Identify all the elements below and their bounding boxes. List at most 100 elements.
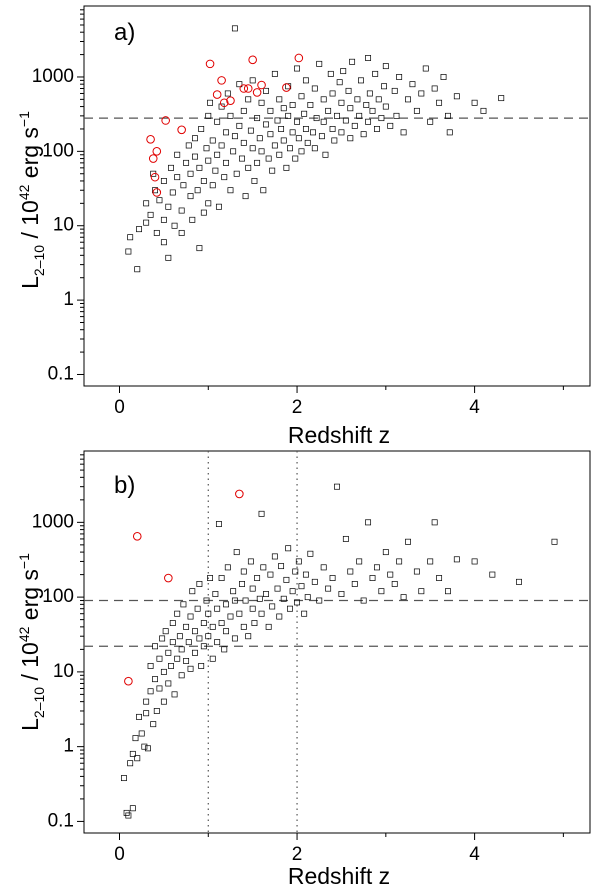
data-point-square: [276, 151, 283, 158]
data-point-square: [223, 601, 229, 608]
data-point-square: [205, 200, 212, 207]
data-point-circle: [239, 84, 249, 93]
data-point-square: [169, 639, 176, 646]
data-point-square: [203, 597, 210, 604]
points-a: [125, 25, 505, 273]
data-point-square: [239, 580, 245, 587]
data-point-square: [200, 643, 207, 650]
data-point-square: [180, 601, 187, 608]
data-point-square: [391, 87, 398, 94]
data-point-square: [174, 610, 181, 617]
data-point-square: [334, 112, 340, 119]
data-point-square: [245, 164, 252, 171]
data-point-square: [382, 549, 389, 556]
data-point-square: [218, 142, 225, 149]
data-point-square: [327, 70, 334, 77]
data-point-square: [198, 663, 205, 669]
data-point-square: [342, 117, 349, 124]
data-point-square: [345, 87, 352, 94]
data-point-square: [351, 580, 358, 587]
data-point-square: [409, 81, 416, 88]
data-point-square: [169, 620, 176, 626]
y-tick-label: 1000: [32, 511, 74, 532]
data-point-square: [212, 167, 219, 174]
data-point-square: [498, 95, 505, 102]
plot-frame-b: [83, 450, 591, 834]
data-point-square: [207, 575, 214, 581]
data-point-square: [214, 639, 221, 646]
data-point-circle: [177, 125, 186, 135]
data-point-square: [240, 623, 247, 630]
data-point-circle: [248, 55, 257, 65]
data-point-square: [471, 558, 478, 565]
data-point-square: [271, 142, 278, 149]
data-point-square: [422, 65, 429, 72]
x-axis-ticks-a: 0 2 4: [114, 386, 564, 418]
y-tick-label: 100: [42, 140, 74, 161]
data-point-square: [265, 155, 272, 162]
data-point-square: [347, 135, 354, 142]
y-label-main-b: L: [17, 718, 43, 731]
x-tick-label: 2: [292, 397, 303, 418]
y-tick-label: 10: [53, 661, 74, 682]
data-point-square: [171, 222, 178, 229]
data-point-square: [418, 90, 425, 97]
data-point-square: [196, 580, 203, 587]
data-point-square: [453, 556, 460, 563]
data-point-square: [271, 70, 278, 77]
x-tick-label: 4: [469, 844, 480, 865]
data-point-square: [159, 635, 166, 642]
data-point-square: [294, 65, 301, 72]
data-point-square: [143, 200, 150, 207]
data-point-square: [265, 623, 272, 630]
data-point-circle: [257, 80, 266, 90]
y-tick-label: 1000: [32, 66, 74, 87]
data-point-circle: [161, 116, 170, 125]
data-point-square: [160, 239, 167, 246]
data-point-square: [205, 112, 212, 119]
data-point-square: [298, 148, 305, 155]
data-point-square: [258, 610, 265, 617]
data-point-square: [365, 55, 372, 61]
data-point-square: [223, 628, 229, 635]
data-point-square: [143, 698, 150, 705]
data-point-square: [245, 96, 252, 103]
data-point-square: [180, 182, 187, 189]
data-point-square: [322, 151, 329, 158]
data-point-square: [358, 77, 364, 84]
data-point-square: [240, 568, 247, 575]
data-point-square: [183, 623, 190, 630]
data-point-square: [160, 216, 167, 223]
data-point-square: [196, 164, 203, 171]
data-point-square: [218, 575, 225, 581]
data-point-square: [298, 93, 305, 100]
data-point-square: [152, 676, 158, 683]
data-point-square: [338, 129, 345, 136]
data-point-square: [331, 137, 338, 144]
data-point-square: [318, 133, 325, 140]
data-point-square: [351, 122, 358, 129]
data-point-circle: [164, 573, 173, 583]
data-point-square: [276, 613, 283, 620]
x-axis-label-a: Redshift z: [288, 422, 390, 448]
data-point-square: [267, 131, 274, 138]
data-point-square: [240, 107, 247, 114]
data-point-square: [212, 591, 219, 597]
data-point-square: [285, 112, 292, 119]
vlines-b: [207, 451, 298, 833]
data-point-circle: [152, 188, 162, 197]
data-point-square: [196, 245, 203, 252]
data-point-square: [311, 85, 318, 92]
data-point-square: [249, 77, 256, 84]
panel-label-b: b): [114, 472, 135, 499]
y-tick-label: 1: [63, 736, 74, 757]
data-point-square: [221, 174, 228, 181]
y-label-sup-a: 42: [16, 184, 32, 200]
data-point-square: [360, 131, 367, 138]
data-point-square: [301, 110, 308, 117]
data-point-circle: [217, 76, 226, 85]
panel-a: 0 2 4 0.1 1 10 100 1000 a) Redshift z L2–10 / …: [16, 5, 591, 448]
data-point-square: [294, 118, 301, 125]
data-point-square: [245, 633, 252, 640]
data-point-square: [129, 750, 136, 757]
